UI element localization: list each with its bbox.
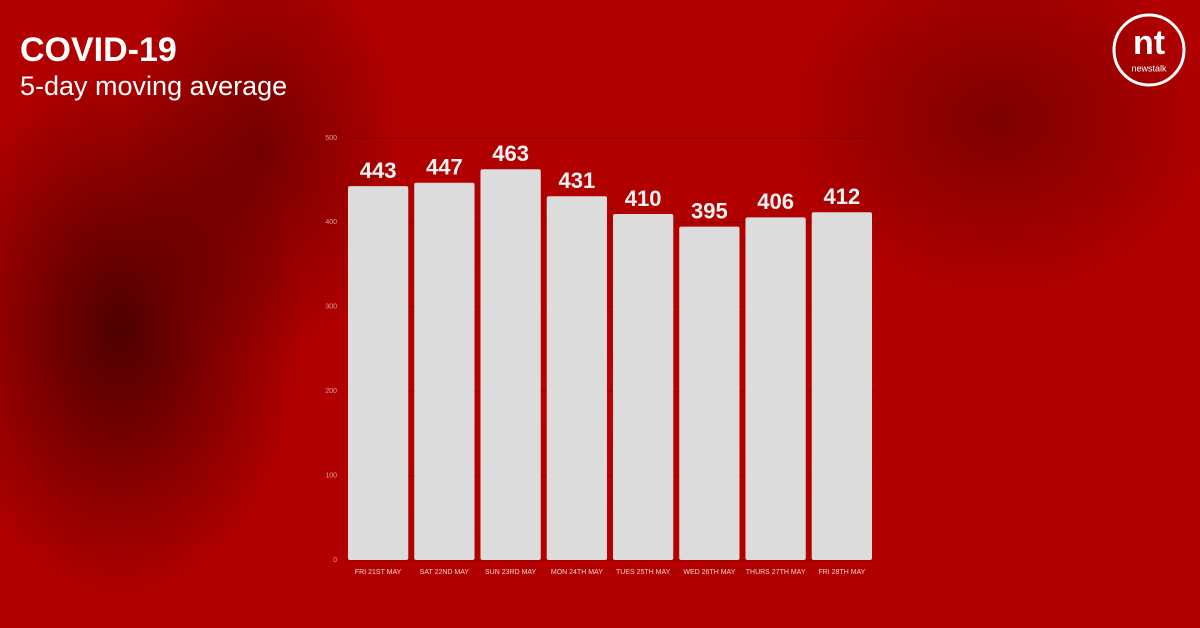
value-label: 443: [360, 158, 397, 183]
y-tick-label: 300: [325, 304, 337, 311]
logo: nt newstalk: [1112, 13, 1186, 87]
bar: [546, 196, 608, 560]
chart-subtitle: 5-day moving average: [20, 71, 287, 101]
logo-mark: nt: [1133, 24, 1165, 62]
y-tick-label: 500: [325, 135, 337, 142]
bar: [480, 169, 541, 560]
logo-ring: [1112, 13, 1186, 87]
value-label: 412: [824, 184, 861, 209]
x-tick-label: MON 24TH MAY: [551, 569, 603, 576]
bar: [414, 182, 475, 560]
logo-name: newstalk: [1131, 63, 1167, 73]
x-tick-label: SUN 23RD MAY: [485, 569, 537, 576]
bar: [612, 213, 674, 560]
bar: [745, 217, 806, 560]
chart-title: COVID-19: [20, 31, 177, 69]
value-label: 410: [625, 186, 662, 211]
value-label: 447: [426, 155, 463, 180]
y-tick-label: 400: [325, 219, 337, 226]
y-tick-label: 0: [333, 557, 337, 564]
x-tick-label: FRI 21ST MAY: [355, 569, 402, 576]
y-tick-label: 200: [325, 388, 337, 395]
bar: [811, 212, 873, 560]
x-tick-label: FRI 28TH MAY: [818, 569, 865, 576]
x-tick-label: THURS 27TH MAY: [746, 569, 806, 576]
value-label: 463: [492, 141, 529, 166]
y-tick-label: 100: [325, 472, 337, 479]
value-label: 431: [559, 168, 596, 193]
value-label: 395: [691, 198, 728, 223]
bar: [679, 226, 740, 560]
x-tick-label: TUES 25TH MAY: [616, 569, 671, 576]
bar: [347, 186, 409, 560]
x-tick-label: SAT 22ND MAY: [420, 569, 470, 576]
value-label: 406: [757, 189, 794, 214]
x-tick-label: WED 26TH MAY: [683, 569, 735, 576]
